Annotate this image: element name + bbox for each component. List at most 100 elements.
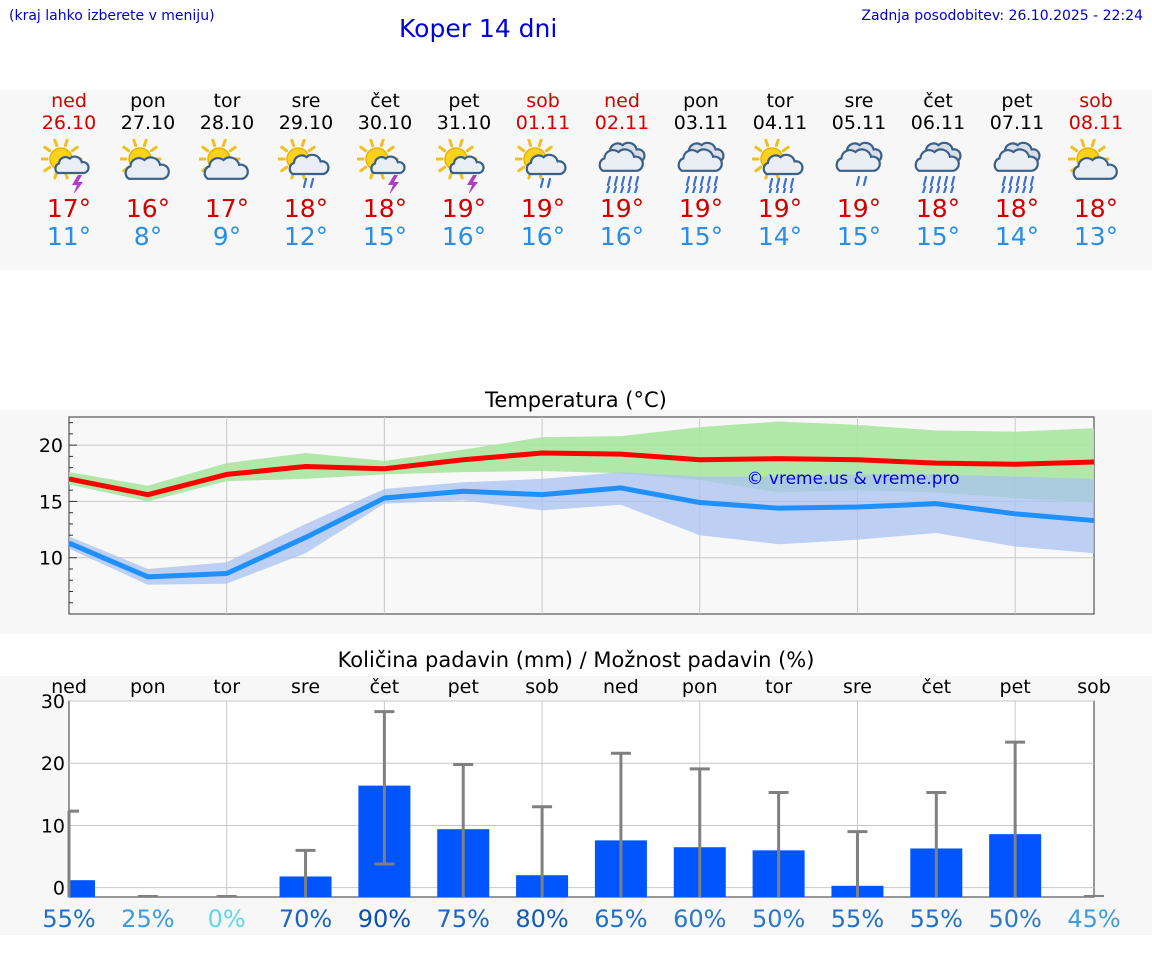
- rain-drop: [1014, 185, 1020, 193]
- sun-ray: [132, 139, 138, 148]
- day-name: tor: [766, 90, 794, 112]
- sun-ray: [359, 145, 368, 153]
- sun-ray: [544, 145, 553, 153]
- rain-drop: [929, 175, 935, 187]
- sun-ray: [122, 145, 131, 153]
- cloud-shape: [835, 148, 881, 172]
- sun-ray: [369, 139, 375, 148]
- x-tick-label: tor: [213, 676, 240, 698]
- min-temperature: 14°: [994, 222, 1040, 251]
- sun-ray: [280, 145, 289, 153]
- sun-ray: [43, 165, 52, 173]
- sun-ray: [142, 139, 148, 148]
- x-tick-label: sob: [1077, 676, 1111, 698]
- rain-drop: [691, 185, 697, 193]
- sun-ray: [228, 145, 237, 153]
- day-name: čet: [370, 90, 400, 112]
- sun-ray: [1070, 145, 1079, 153]
- cloud-shape: [54, 155, 90, 175]
- day-forecast: pet 07.11 18° 14°: [978, 90, 1056, 251]
- day-name: pon: [683, 90, 719, 112]
- rain-drop: [928, 185, 934, 193]
- day-forecast: sob 01.11 19° 16°: [504, 90, 582, 251]
- weather-icon: [598, 141, 646, 193]
- cloud-shape: [525, 153, 567, 176]
- rain-drop: [626, 185, 632, 193]
- max-temperature: 16°: [125, 194, 171, 223]
- cloud-shape: [124, 156, 170, 180]
- min-temperature-range-band: [69, 472, 1094, 585]
- cloud-shape: [1072, 156, 1118, 180]
- cloud-shape: [993, 148, 1039, 172]
- day-forecast: pon 27.10 16° 8°: [109, 90, 187, 251]
- precipitation-probability: 25%: [121, 905, 174, 933]
- weather-icon: [1068, 139, 1118, 180]
- precipitation-probability: 75%: [437, 905, 490, 933]
- max-temperature: 18°: [1073, 194, 1119, 223]
- lightning-bolt: [467, 175, 478, 193]
- min-temperature: 15°: [836, 222, 882, 251]
- sun-ray: [774, 139, 780, 148]
- sun-ray: [70, 145, 79, 153]
- max-temperature: 19°: [441, 194, 487, 223]
- x-tick-label: pet: [1000, 676, 1031, 698]
- rain-drop: [685, 175, 691, 187]
- x-tick-label: sob: [525, 676, 559, 698]
- sun-ray: [359, 165, 368, 173]
- page-title: Koper 14 dni: [399, 14, 558, 43]
- precipitation-bar: [69, 880, 95, 897]
- rain-drop: [935, 185, 941, 193]
- rain-drop: [684, 185, 690, 193]
- y-tick-label: 30: [41, 691, 65, 713]
- sun-cloud-heavy-rain-icon: [752, 139, 804, 193]
- cloud-shape: [677, 148, 723, 172]
- rain-drop: [921, 185, 927, 193]
- sun-ray: [307, 145, 316, 153]
- day-name: čet: [923, 90, 953, 112]
- y-tick-label: 10: [39, 548, 63, 570]
- weather-icon: [120, 139, 170, 180]
- cloud-shape: [449, 155, 485, 175]
- precipitation-probability: 55%: [831, 905, 884, 933]
- precipitation-probability: 65%: [594, 905, 647, 933]
- sun-ray: [764, 139, 770, 148]
- y-tick-label: 20: [41, 753, 65, 775]
- rain-drop: [768, 177, 774, 189]
- y-tick-label: 15: [39, 491, 63, 513]
- location-menu-hint[interactable]: (kraj lahko izberete v meniju): [9, 8, 215, 24]
- precipitation-probability: 70%: [279, 905, 332, 933]
- weather-icon: [278, 139, 330, 189]
- cloud-shape: [762, 153, 804, 176]
- day-name: tor: [213, 90, 241, 112]
- day-name: ned: [604, 90, 640, 112]
- precipitation-probability: 45%: [1067, 905, 1120, 933]
- y-tick-label: 20: [39, 435, 63, 457]
- sun-cloud-icon: [199, 139, 249, 180]
- day-date: 28.10: [199, 112, 255, 134]
- x-tick-label: čet: [922, 676, 952, 698]
- rain-drop: [775, 187, 780, 193]
- sun-ray: [1090, 139, 1096, 148]
- cloud-heavy-rain-icon: [914, 141, 962, 193]
- rain-drop: [855, 175, 861, 187]
- rain-drop: [1021, 185, 1027, 193]
- rain-drop: [692, 175, 698, 187]
- sun-ray: [280, 165, 289, 173]
- sun-ray: [1080, 139, 1086, 148]
- lightning-bolt: [72, 175, 83, 193]
- weather-icon: [914, 141, 962, 193]
- rain-drop: [1015, 175, 1021, 187]
- rain-drop: [605, 185, 611, 193]
- max-temperature: 19°: [599, 194, 645, 223]
- x-tick-label: pet: [448, 676, 479, 698]
- x-tick-label: pon: [130, 676, 166, 698]
- day-name: ned: [51, 90, 87, 112]
- cloud-rain-icon: [835, 141, 883, 187]
- day-name: sob: [1079, 90, 1113, 112]
- rain-drop: [619, 185, 625, 193]
- cloud-shape: [598, 148, 644, 172]
- precipitation-probability: 90%: [358, 905, 411, 933]
- sun-cloud-thunder-icon: [436, 139, 485, 193]
- precipitation-probability: 50%: [988, 905, 1041, 933]
- day-date: 05.11: [831, 112, 887, 134]
